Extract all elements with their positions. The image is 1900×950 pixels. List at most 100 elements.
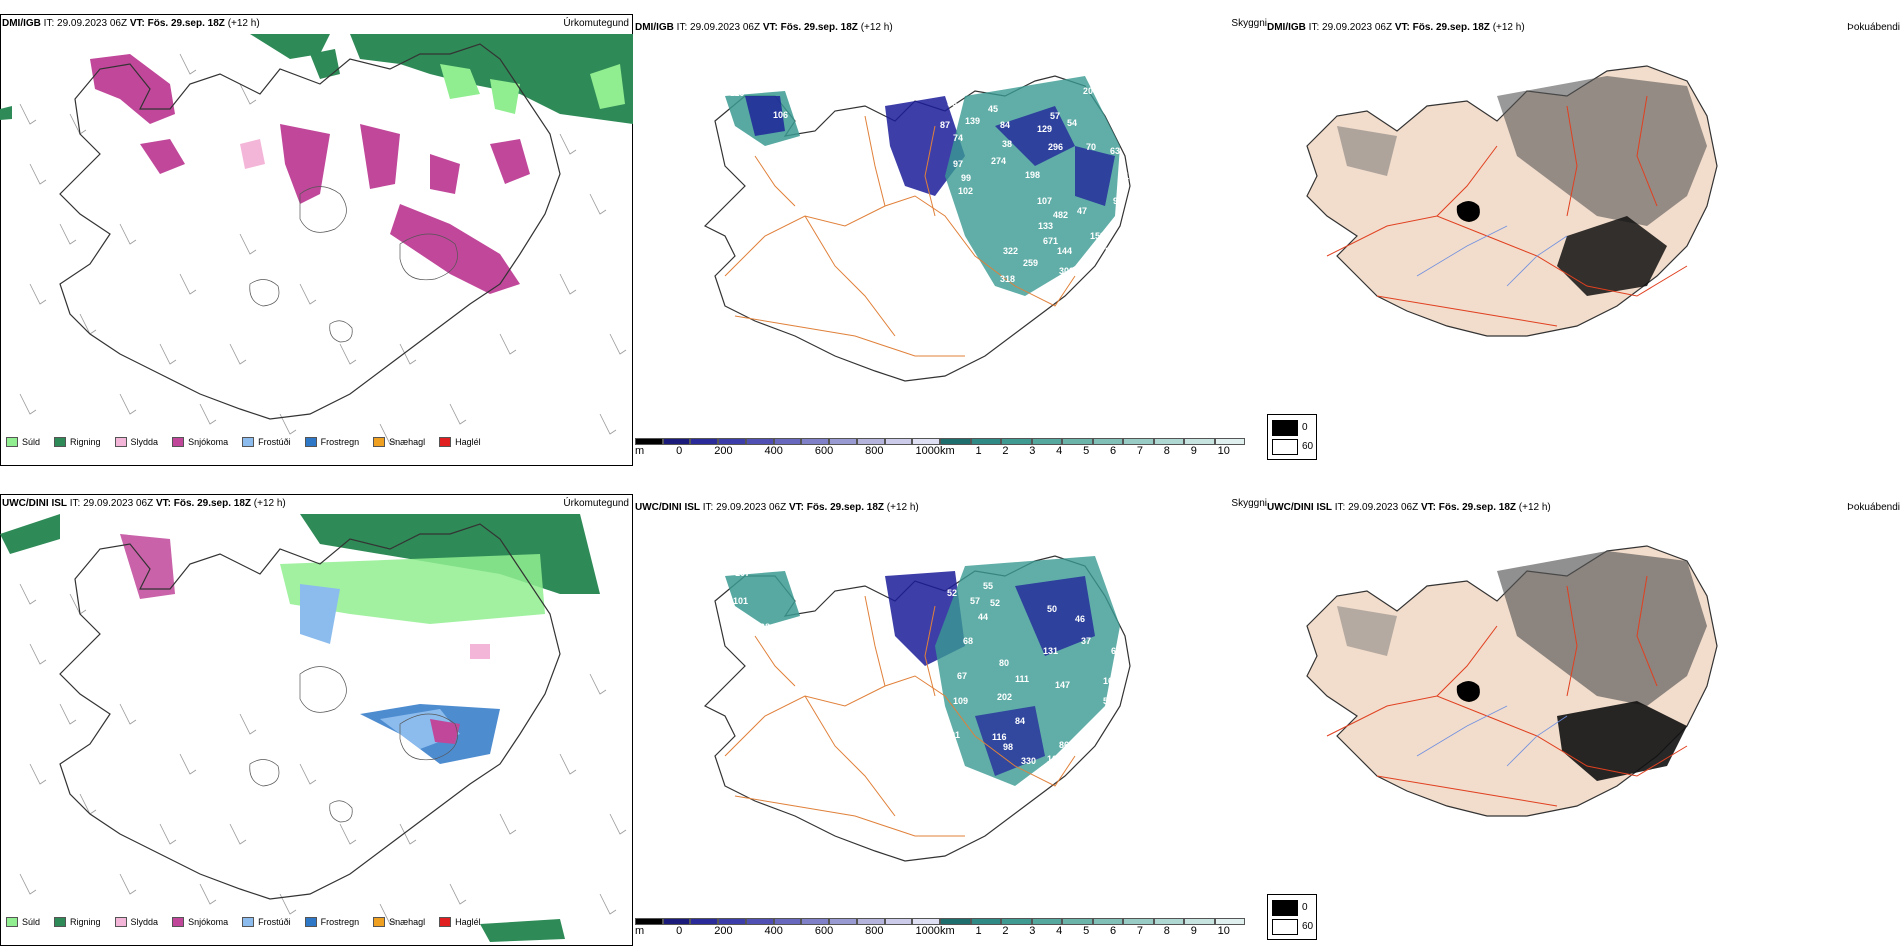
legend-label: Súld (22, 437, 41, 447)
legend-swatch (54, 917, 67, 927)
fog-legend-swatch-0 (1272, 900, 1298, 916)
cloud-base-label: 14 (945, 232, 956, 242)
colorbar-segment (1092, 438, 1123, 445)
cloud-base-label: 671 (1043, 236, 1059, 246)
snow-area (430, 154, 460, 194)
legend-label: Slydda (130, 917, 159, 927)
rain-area (350, 34, 633, 124)
legend-item: Snæhagl (373, 917, 425, 927)
freezing-drizzle-area (300, 584, 340, 644)
unit-label: km (940, 445, 955, 457)
cloud-base-label: 51 (1119, 171, 1130, 181)
tick-label: 9 (1190, 445, 1197, 457)
cloud-base-label: 68 (963, 636, 974, 646)
precip-map-bottom (0, 514, 627, 942)
header-bottom-left: UWC/DINI ISL IT: 29.09.2023 06Z VT: Fös.… (2, 498, 286, 509)
lead-label: (+12 h) (1492, 22, 1525, 33)
cloud-base-label: 97 (953, 159, 964, 169)
legend-item: Haglél (439, 917, 481, 927)
sleet-area (470, 644, 490, 659)
legend-label: Frostúði (258, 437, 291, 447)
cloud-base-label: 55 (983, 581, 994, 591)
visibility-panel-top: DMI/IGB IT: 29.09.2023 06Z VT: Fös. 29.s… (635, 14, 1267, 466)
legend-swatch (373, 437, 386, 447)
legend-label: Snæhagl (389, 437, 426, 447)
tick-label: 3 (1029, 445, 1036, 457)
colorbar-segment (801, 918, 830, 925)
cloud-base-label: 52 (990, 598, 1001, 608)
cloud-base-label: 259 (1023, 258, 1039, 268)
tick-label: 400 (764, 445, 783, 457)
cloud-base-label: 46 (1075, 614, 1086, 624)
cloud-base-label: 129 (1037, 124, 1053, 134)
model-label: DMI/IGB (635, 22, 674, 33)
header-top-mid: DMI/IGB IT: 29.09.2023 06Z VT: Fös. 29.s… (635, 22, 893, 33)
rain-area (0, 514, 60, 554)
colorbar-segment (718, 918, 746, 925)
tick-label: 5 (1083, 445, 1090, 457)
drizzle-area (590, 64, 625, 109)
cloud-base-label: 78 (1087, 730, 1098, 740)
lead-label: (+12 h) (886, 502, 919, 513)
cloud-base-label: 278 (1105, 246, 1121, 256)
cloud-base-label: 57 (1050, 111, 1061, 121)
visibility-map-top (703, 75, 1131, 382)
rain-area (310, 49, 340, 79)
header-top-right: DMI/IGB IT: 29.09.2023 06Z VT: Fös. 29.s… (1267, 22, 1525, 33)
cloud-base-label: 44 (978, 612, 989, 622)
cloud-base-label: 107 (1037, 196, 1053, 206)
rain-area (480, 919, 565, 942)
legend-item: Frostúði (242, 437, 291, 447)
precip-panel-bottom: UWC/DINI ISL IT: 29.09.2023 06Z VT: Fös.… (0, 494, 635, 946)
height-colorbar: m 0 200 400 600 800 1000 (635, 918, 941, 937)
legend-swatch (6, 917, 18, 927)
tick-label: 6 (1109, 445, 1117, 457)
vt-label: VT: Fös. 29.sep. 18Z (1420, 502, 1517, 513)
precip-legend: Súld Rigning Slydda Snjókoma Frostúði Fr… (6, 917, 481, 927)
unit-label: m (635, 925, 645, 937)
colorbar-segment (884, 918, 913, 925)
colorbar-segment (1214, 438, 1245, 445)
visibility-map-bottom (703, 555, 1131, 862)
colorbar-segment (912, 918, 941, 925)
it-label: IT: 29.09.2023 06Z (43, 18, 128, 29)
snow-area (360, 124, 400, 189)
cloud-base-label: 322 (1003, 246, 1019, 256)
tick-label: 1000 (915, 445, 940, 457)
drizzle-area (440, 64, 480, 99)
it-label: IT: 29.09.2023 06Z (676, 22, 761, 33)
model-label: UWC/DINI ISL (1267, 502, 1332, 513)
legend-swatch (54, 437, 67, 447)
tick-label: 600 (814, 925, 834, 937)
colorbar-segment (1031, 438, 1062, 445)
cloud-colorbar-segments (940, 918, 1245, 925)
legend-item: Snjókoma (172, 917, 228, 927)
road-network (1326, 575, 1688, 807)
cloud-base-label: 144 (1057, 246, 1073, 256)
cloud-base-label: 87 (940, 120, 951, 130)
cloud-base-label: 54 (1067, 118, 1078, 128)
cloud-base-label: 50 (1047, 604, 1058, 614)
cloud-base-label: 47 (1077, 206, 1088, 216)
legend-label: Frostregn (320, 437, 360, 447)
panel-title: Úrkomutegund (563, 498, 629, 509)
cloud-area (725, 571, 800, 626)
cloud-base-label: 207 (1083, 86, 1099, 96)
tick-label: 7 (1136, 925, 1144, 937)
lead-label: (+12 h) (1518, 502, 1551, 513)
legend-swatch (242, 917, 255, 927)
tick-label: 5 (1083, 925, 1090, 937)
colorbar-segment (970, 438, 1001, 445)
low-cloud-area (1075, 146, 1115, 206)
tick-label: 1 (975, 445, 982, 457)
cloud-base-label: 106 (773, 110, 789, 120)
colorbar-segment (1153, 438, 1184, 445)
precip-legend: Súld Rigning Slydda Snjókoma Frostúði Fr… (6, 437, 481, 447)
rain-area (250, 34, 330, 59)
legend-item: Rigning (54, 437, 101, 447)
fog-panel-bottom: UWC/DINI ISL IT: 29.09.2023 06Z VT: Fös.… (1267, 494, 1900, 946)
tick-label: 0 (676, 445, 683, 457)
legend-label: Frostúði (258, 917, 291, 927)
cloud-base-label: 74 (953, 133, 964, 143)
legend-label: Snæhagl (389, 917, 426, 927)
